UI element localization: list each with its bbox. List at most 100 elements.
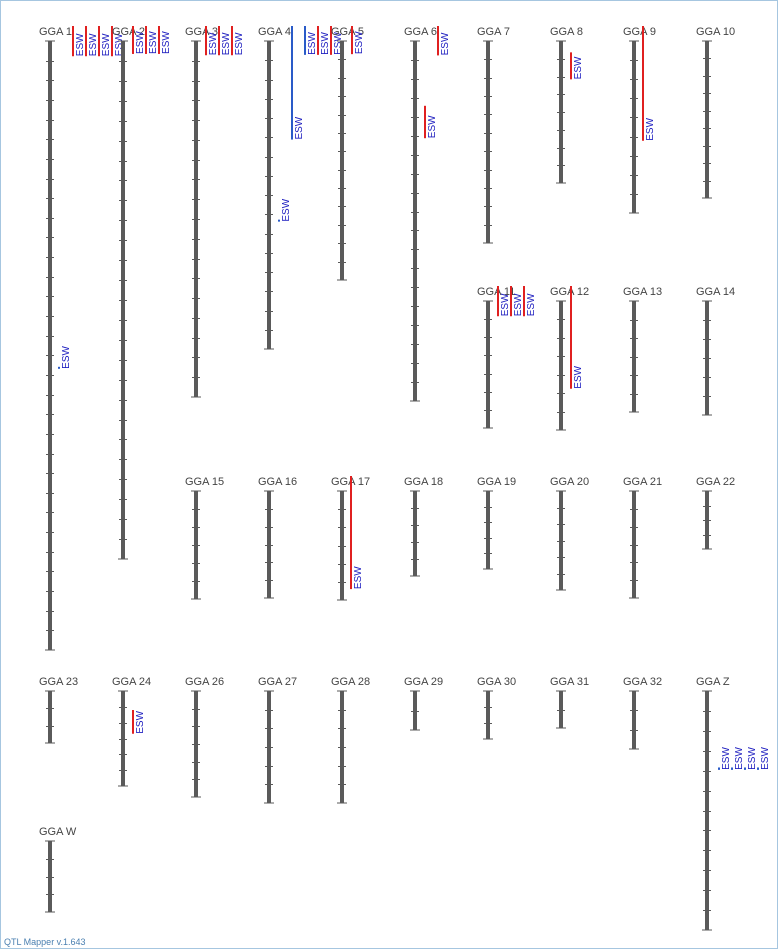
gga-9-label: GGA 9 <box>623 26 656 38</box>
gga-4-qtl-bar <box>278 219 280 222</box>
gga-4-qtl-bar <box>304 26 306 55</box>
gga-9-qtl-bar <box>642 26 644 141</box>
gga-10-bar <box>705 41 709 198</box>
gga-6-bar <box>413 41 417 401</box>
gga-3-qtl-label: ESW <box>221 32 232 55</box>
gga-2-qtl-label: ESW <box>161 31 172 54</box>
gga-4-qtl-label: ESW <box>281 198 292 221</box>
gga-1-qtl-label: ESW <box>88 33 99 56</box>
gga-8-label: GGA 8 <box>550 26 583 38</box>
gga-17-qtl-label: ESW <box>353 566 364 589</box>
gga-4-qtl-bar <box>317 26 319 55</box>
gga-2-label: GGA 2 <box>112 26 145 38</box>
gga-3-label: GGA 3 <box>185 26 218 38</box>
gga-28-label: GGA 28 <box>331 676 370 688</box>
gga-6-qtl-label: ESW <box>427 115 438 138</box>
gga-11-label: GGA 11 <box>477 286 515 298</box>
gga-12-label: GGA 12 <box>550 286 589 298</box>
gga-z-qtl-bar <box>718 767 720 770</box>
gga-z-qtl-bar <box>757 767 759 770</box>
gga-6-qtl-bar <box>424 105 426 139</box>
gga-13-label: GGA 13 <box>623 286 662 298</box>
gga-16-label: GGA 16 <box>258 476 297 488</box>
gga-z-qtl-bar <box>744 767 746 770</box>
gga-1-qtl-label: ESW <box>75 33 86 56</box>
gga-11-qtl-bar <box>523 286 525 317</box>
gga-3-qtl-label: ESW <box>208 32 219 55</box>
gga-29-bar <box>413 691 417 730</box>
gga-5-qtl-bar <box>351 26 353 55</box>
gga-z-qtl-label: ESW <box>760 747 771 770</box>
gga-2-qtl-label: ESW <box>135 31 146 54</box>
gga-6-qtl-bar <box>437 26 439 56</box>
gga-14-label: GGA 14 <box>696 286 735 298</box>
gga-23-bar <box>48 691 52 743</box>
gga-27-label: GGA 27 <box>258 676 297 688</box>
gga-10-label: GGA 10 <box>696 26 735 38</box>
gga-z-qtl-bar <box>731 767 733 770</box>
gga-24-qtl-bar <box>132 710 134 734</box>
gga-11-qtl-label: ESW <box>526 293 537 316</box>
gga-8-qtl-bar <box>570 52 572 80</box>
gga-3-qtl-bar <box>231 26 233 56</box>
gga-4-qtl-label: ESW <box>307 32 318 55</box>
gga-5-bar <box>340 41 344 280</box>
gga-30-bar <box>486 691 490 739</box>
gga-2-qtl-bar <box>132 26 134 54</box>
gga-11-qtl-bar <box>497 286 499 317</box>
gga-2-qtl-bar <box>145 26 147 54</box>
gga-22-label: GGA 22 <box>696 476 735 488</box>
gga-1-qtl-bar <box>58 366 60 369</box>
gga-12-qtl-label: ESW <box>573 365 584 388</box>
gga-15-label: GGA 15 <box>185 476 224 488</box>
gga-21-bar <box>632 491 636 598</box>
gga-6-qtl-label: ESW <box>440 32 451 55</box>
gga-20-bar <box>559 491 563 590</box>
gga-z-qtl-label: ESW <box>747 747 758 770</box>
gga-11-qtl-label: ESW <box>513 293 524 316</box>
gga-12-bar <box>559 301 563 430</box>
gga-31-label: GGA 31 <box>550 676 589 688</box>
gga-13-bar <box>632 301 636 412</box>
gga-z-label: GGA Z <box>696 676 730 688</box>
gga-1-qtl-bar <box>98 26 100 57</box>
gga-19-bar <box>486 491 490 569</box>
gga-3-qtl-bar <box>218 26 220 56</box>
version-footer: QTL Mapper v.1.643 <box>4 937 86 947</box>
gga-29-label: GGA 29 <box>404 676 443 688</box>
gga-1-qtl-label: ESW <box>114 33 125 56</box>
gga-4-qtl-label: ESW <box>333 32 344 55</box>
gga-3-qtl-bar <box>205 26 207 56</box>
gga-11-qtl-bar <box>510 286 512 317</box>
gga-24-bar <box>121 691 125 786</box>
gga-4-qtl-bar <box>330 26 332 55</box>
gga-32-bar <box>632 691 636 749</box>
gga-4-qtl-bar <box>291 26 293 140</box>
gga-1-qtl-bar <box>72 26 74 57</box>
gga-23-label: GGA 23 <box>39 676 78 688</box>
gga-5-label: GGA 5 <box>331 26 364 38</box>
gga-7-bar <box>486 41 490 243</box>
gga-z-qtl-label: ESW <box>734 747 745 770</box>
gga-1-qtl-label: ESW <box>61 345 72 368</box>
gga-5-qtl-label: ESW <box>354 31 365 54</box>
gga-8-qtl-label: ESW <box>573 56 584 79</box>
gga-4-qtl-label: ESW <box>294 116 305 139</box>
gga-11-bar <box>486 301 490 428</box>
gga-17-qtl-bar <box>350 476 352 590</box>
gga-4-label: GGA 4 <box>258 26 291 38</box>
gga-w-label: GGA W <box>39 826 77 838</box>
gga-24-label: GGA 24 <box>112 676 151 688</box>
gga-20-label: GGA 20 <box>550 476 589 488</box>
gga-3-qtl-label: ESW <box>234 32 245 55</box>
gga-z-qtl-label: ESW <box>721 747 732 770</box>
gga-6-label: GGA 6 <box>404 26 437 38</box>
gga-1-qtl-bar <box>111 26 113 57</box>
gga-24-qtl-label: ESW <box>135 710 146 733</box>
gga-2-qtl-label: ESW <box>148 31 159 54</box>
gga-18-bar <box>413 491 417 576</box>
gga-30-label: GGA 30 <box>477 676 516 688</box>
gga-17-bar <box>340 491 344 600</box>
